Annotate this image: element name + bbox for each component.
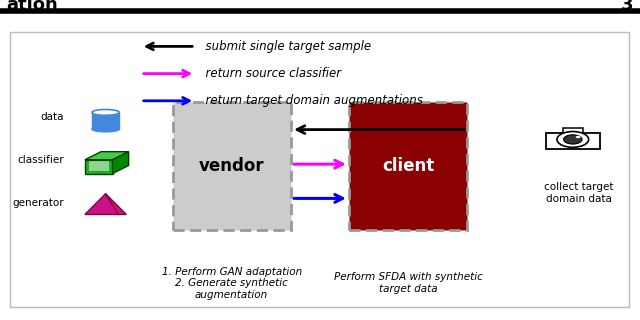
Text: ation: ation (6, 0, 58, 14)
Text: collect target
domain data: collect target domain data (545, 182, 614, 204)
Circle shape (564, 135, 582, 144)
FancyBboxPatch shape (10, 32, 629, 307)
Polygon shape (113, 152, 129, 173)
Text: vendor: vendor (199, 157, 265, 175)
Ellipse shape (92, 126, 119, 132)
FancyBboxPatch shape (349, 102, 467, 230)
Bar (546, 133, 600, 149)
Circle shape (576, 136, 580, 138)
Text: data: data (40, 112, 64, 122)
Text: 3: 3 (621, 0, 634, 14)
Text: return target domain augmentations: return target domain augmentations (198, 94, 423, 107)
Text: 1. Perform GAN adaptation
2. Generate synthetic
augmentation: 1. Perform GAN adaptation 2. Generate sy… (161, 267, 302, 300)
Text: return source classifier: return source classifier (198, 67, 342, 80)
Polygon shape (85, 152, 129, 160)
FancyBboxPatch shape (173, 102, 291, 230)
Circle shape (557, 132, 589, 147)
Polygon shape (85, 194, 126, 214)
Bar (563, 129, 582, 133)
Text: generator: generator (12, 198, 64, 208)
Polygon shape (85, 160, 113, 173)
Text: client: client (382, 157, 434, 175)
Text: Perform SFDA with synthetic
target data: Perform SFDA with synthetic target data (334, 272, 483, 294)
Text: classifier: classifier (17, 155, 64, 165)
Bar (92, 113, 119, 129)
Polygon shape (90, 162, 109, 171)
Ellipse shape (92, 109, 119, 115)
Text: submit single target sample: submit single target sample (198, 40, 372, 53)
